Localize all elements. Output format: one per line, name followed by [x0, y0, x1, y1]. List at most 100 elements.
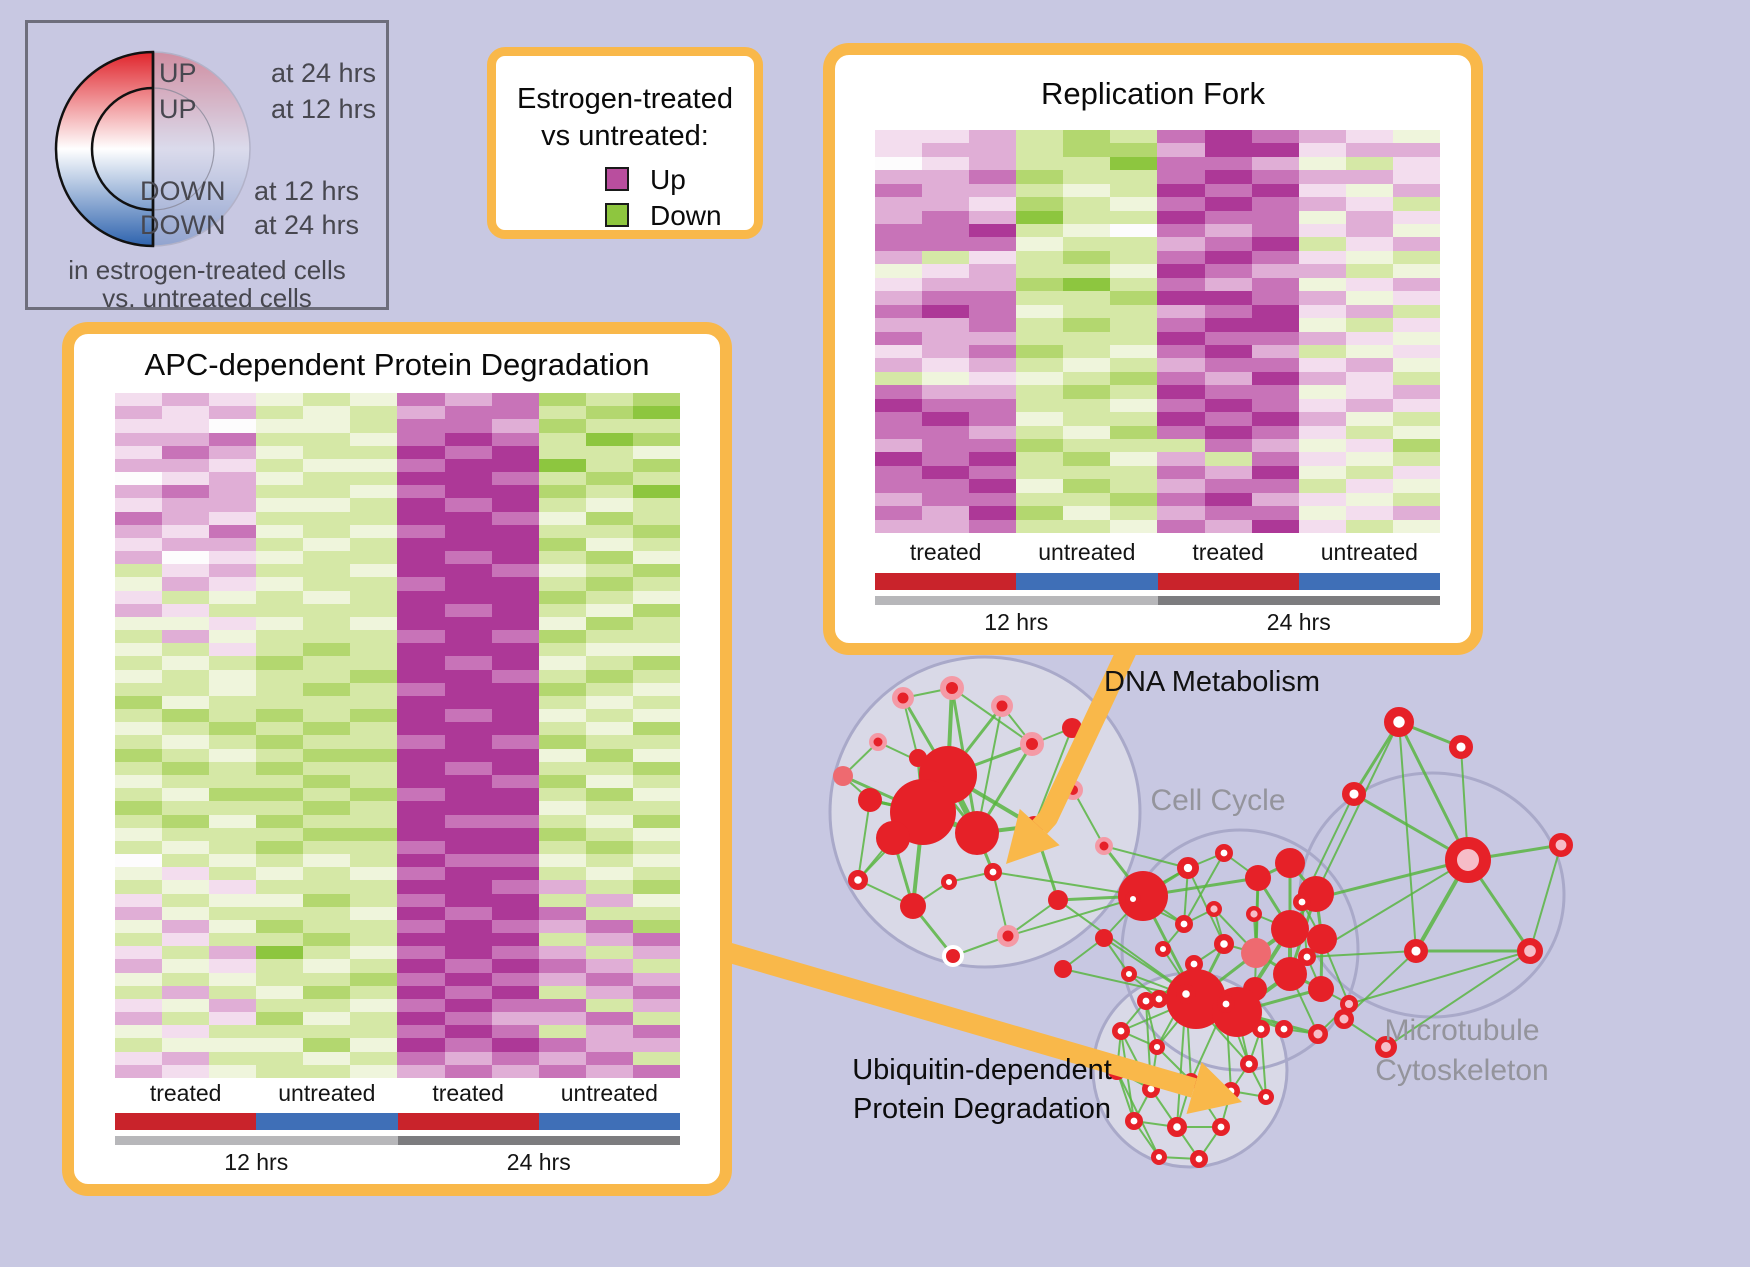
heatmap-cell	[1392, 412, 1440, 426]
flow-arrow-head	[1006, 808, 1060, 864]
network-node-s	[1048, 890, 1068, 910]
heatmap-cell	[209, 1012, 257, 1026]
heatmap-cell	[1251, 304, 1299, 319]
heatmap-cell	[585, 906, 633, 920]
heatmap-cell	[303, 472, 351, 486]
heatmap-cell	[585, 801, 633, 815]
heatmap-cell	[1157, 277, 1205, 292]
heatmap-cell	[256, 1012, 304, 1026]
heatmap-cell	[1392, 331, 1440, 345]
network-node-rp	[1308, 1024, 1328, 1044]
heatmap-cell	[444, 1051, 492, 1065]
heatmap-cell	[922, 385, 970, 399]
heatmap-cell	[162, 498, 210, 512]
heatmap-cell	[538, 472, 586, 486]
heatmap-cell	[1392, 371, 1440, 386]
network-node-rw	[1448, 734, 1473, 759]
heatmap-cell	[632, 709, 680, 723]
heatmap-cell	[397, 1012, 445, 1026]
heatmap-cell	[1063, 519, 1111, 533]
heatmap-cell	[1298, 250, 1346, 265]
heatmap-cell	[1063, 264, 1111, 278]
heatmap-cell	[162, 709, 210, 723]
heatmap-cell	[585, 616, 633, 631]
heatmap-cell	[1063, 143, 1111, 157]
heatmap-cell	[115, 669, 163, 683]
heatmap-cell	[1110, 224, 1158, 238]
ring-solid-half	[54, 50, 155, 248]
heatmap-cell	[115, 722, 163, 736]
heatmap-cell	[256, 445, 304, 459]
heatmap-cell	[209, 590, 257, 604]
heatmap-cell	[969, 452, 1017, 466]
heatmap-cell	[256, 814, 304, 828]
heatmap-cell	[1204, 210, 1252, 225]
heatmap-cell	[1298, 385, 1346, 399]
heatmap-cell	[397, 695, 445, 710]
heatmap-cell	[115, 906, 163, 920]
heatmap-cell	[875, 465, 923, 480]
heatmap-cell	[115, 972, 163, 986]
heatmap-cell	[585, 840, 633, 855]
heatmap-cell	[256, 1051, 304, 1065]
heatmap-cell	[1392, 304, 1440, 319]
ring-legend-caption-line2: vs. untreated cells	[102, 283, 312, 313]
heatmap-cell	[209, 748, 257, 762]
heatmap-cell	[397, 472, 445, 486]
heatmap-cell	[303, 814, 351, 828]
network-node-s	[1271, 910, 1309, 948]
heatmap-cell	[350, 669, 398, 683]
apc-group-labels: treated untreated treated untreated	[115, 1082, 680, 1110]
heatmap-cell	[1110, 385, 1158, 399]
network-node-s	[1095, 929, 1113, 947]
panel-apc-degradation: APC-dependent Protein Degradation treate…	[62, 322, 732, 1196]
network-node-rw	[1298, 947, 1317, 966]
heatmap-cell	[350, 998, 398, 1013]
heatmap-cell	[1204, 465, 1252, 480]
legend-swatch-down	[605, 203, 629, 227]
network-node-rp	[1549, 832, 1574, 857]
heatmap-cell	[632, 472, 680, 486]
heatmap-cell	[115, 735, 163, 749]
heatmap-cell	[1251, 331, 1299, 345]
heatmap-cell	[162, 1051, 210, 1065]
heatmap-cell	[1016, 492, 1064, 507]
heatmap-cell	[1157, 318, 1205, 332]
heatmap-cell	[969, 318, 1017, 332]
heatmap-cell	[585, 682, 633, 696]
heatmap-cell	[1345, 506, 1393, 520]
network-edge	[1072, 789, 1105, 847]
heatmap-cell	[444, 919, 492, 934]
heatmap-cell	[1016, 371, 1064, 386]
heatmap-cell	[491, 867, 539, 881]
heatmap-cell	[632, 630, 680, 644]
heatmap-cell	[632, 788, 680, 802]
heatmap-cell	[209, 709, 257, 723]
heatmap-cell	[969, 385, 1017, 399]
heatmap-cell	[1298, 291, 1346, 305]
heatmap-cell	[1110, 452, 1158, 466]
heatmap-cell	[875, 224, 923, 238]
heatmap-cell	[1298, 358, 1346, 372]
heatmap-cell	[875, 398, 923, 413]
heatmap-cell	[585, 669, 633, 683]
heatmap-cell	[1204, 237, 1252, 251]
heatmap-cell	[397, 1051, 445, 1065]
heatmap-cell	[1298, 224, 1346, 238]
heatmap-cell	[303, 590, 351, 604]
heatmap-cell	[303, 419, 351, 433]
heatmap-cell	[209, 1064, 257, 1078]
network-node-s	[1308, 976, 1334, 1002]
heatmap-cell	[303, 682, 351, 696]
time-label: 24 hrs	[1266, 609, 1331, 635]
heatmap-cell	[1016, 506, 1064, 520]
heatmap-cell	[350, 472, 398, 486]
network-edge	[857, 799, 871, 881]
ring-direction-label: UP	[159, 58, 197, 88]
heatmap-cell	[922, 264, 970, 278]
heatmap-cell	[209, 564, 257, 578]
group-label-treated-2: treated	[432, 1080, 504, 1106]
heatmap-cell	[115, 1012, 163, 1026]
heatmap-cell	[162, 840, 210, 855]
network-edge	[1385, 950, 1531, 1048]
